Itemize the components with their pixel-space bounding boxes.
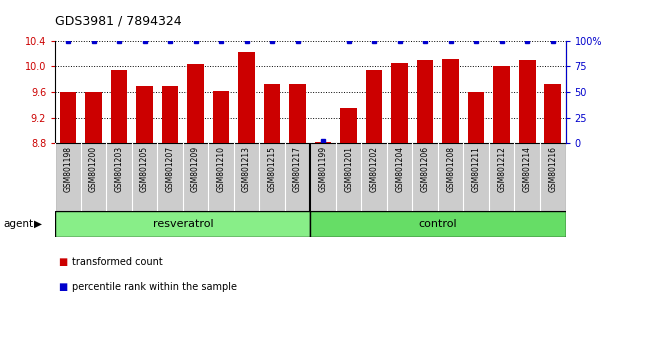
Bar	[187, 64, 204, 143]
Text: resveratrol: resveratrol	[153, 219, 213, 229]
Text: ■: ■	[58, 282, 68, 292]
Bar	[519, 60, 536, 143]
Text: GSM801204: GSM801204	[395, 146, 404, 192]
Bar	[417, 60, 434, 143]
Bar	[162, 86, 178, 143]
Text: GSM801211: GSM801211	[472, 146, 481, 192]
Bar	[443, 59, 459, 143]
Text: GSM801212: GSM801212	[497, 146, 506, 192]
Bar	[341, 108, 357, 143]
Text: GSM801216: GSM801216	[548, 146, 557, 192]
Text: GSM801200: GSM801200	[89, 146, 98, 192]
Bar	[311, 211, 566, 237]
Text: GSM801202: GSM801202	[370, 146, 379, 192]
Bar	[468, 92, 484, 143]
Text: GSM801208: GSM801208	[446, 146, 455, 192]
Text: GSM801209: GSM801209	[191, 146, 200, 192]
Bar	[391, 63, 408, 143]
Text: GSM801207: GSM801207	[166, 146, 175, 192]
Bar	[213, 91, 229, 143]
Bar	[239, 52, 255, 143]
Bar	[264, 84, 280, 143]
Bar	[366, 70, 382, 143]
Text: GSM801213: GSM801213	[242, 146, 251, 192]
Bar	[60, 92, 76, 143]
Text: control: control	[419, 219, 457, 229]
Bar	[289, 84, 306, 143]
Bar	[136, 86, 153, 143]
Bar	[545, 84, 561, 143]
Text: ▶: ▶	[34, 219, 42, 229]
Text: ■: ■	[58, 257, 68, 267]
Text: percentile rank within the sample: percentile rank within the sample	[72, 282, 237, 292]
Text: GDS3981 / 7894324: GDS3981 / 7894324	[55, 14, 182, 27]
Bar	[55, 211, 311, 237]
Text: GSM801199: GSM801199	[318, 146, 328, 192]
Text: GSM801198: GSM801198	[64, 146, 73, 192]
Text: GSM801205: GSM801205	[140, 146, 149, 192]
Bar	[111, 70, 127, 143]
Text: GSM801201: GSM801201	[344, 146, 353, 192]
Text: GSM801215: GSM801215	[268, 146, 277, 192]
Text: GSM801203: GSM801203	[114, 146, 124, 192]
Text: transformed count: transformed count	[72, 257, 162, 267]
Bar	[315, 142, 332, 143]
Bar	[493, 66, 510, 143]
Text: agent: agent	[3, 219, 33, 229]
Bar	[85, 92, 102, 143]
Text: GSM801206: GSM801206	[421, 146, 430, 192]
Text: GSM801217: GSM801217	[293, 146, 302, 192]
Text: GSM801214: GSM801214	[523, 146, 532, 192]
Text: GSM801210: GSM801210	[216, 146, 226, 192]
